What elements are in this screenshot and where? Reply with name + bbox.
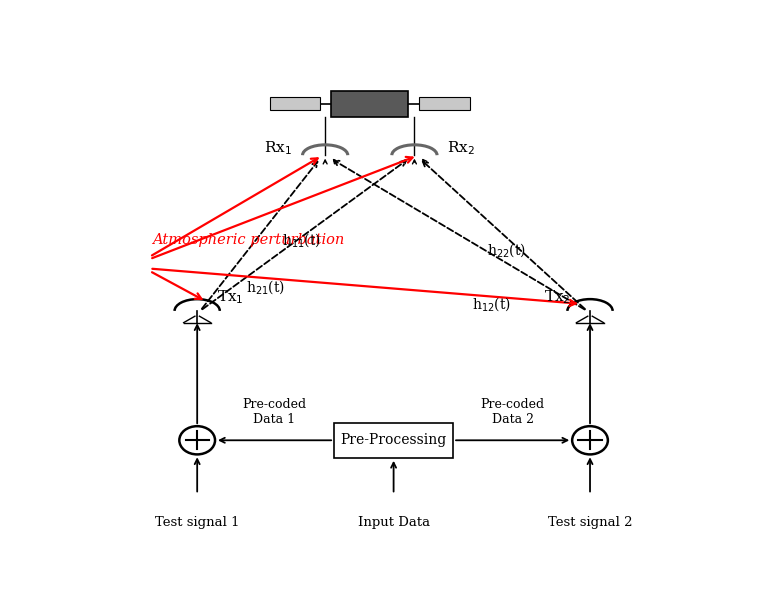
Circle shape (572, 426, 608, 455)
Text: Rx$_2$: Rx$_2$ (447, 140, 475, 158)
Circle shape (180, 426, 215, 455)
Text: Pre-coded
Data 1: Pre-coded Data 1 (243, 398, 306, 426)
FancyBboxPatch shape (270, 97, 320, 111)
Text: Tx$_2$: Tx$_2$ (544, 288, 571, 306)
Text: Tx$_1$: Tx$_1$ (217, 288, 243, 306)
FancyBboxPatch shape (419, 97, 470, 111)
FancyBboxPatch shape (331, 91, 409, 117)
FancyBboxPatch shape (334, 423, 453, 458)
Text: Input Data: Input Data (358, 516, 429, 529)
Text: Atmospheric perturbation: Atmospheric perturbation (153, 233, 345, 247)
Text: Pre-coded
Data 2: Pre-coded Data 2 (481, 398, 545, 426)
Text: Test signal 2: Test signal 2 (548, 516, 632, 529)
Text: Rx$_1$: Rx$_1$ (264, 140, 293, 158)
Text: h$_{21}$(t): h$_{21}$(t) (246, 279, 285, 296)
Text: Pre-Processing: Pre-Processing (340, 433, 447, 447)
Text: h$_{11}$(t): h$_{11}$(t) (282, 232, 321, 249)
Text: h$_{12}$(t): h$_{12}$(t) (472, 295, 511, 313)
Text: h$_{22}$(t): h$_{22}$(t) (487, 241, 526, 258)
Text: Test signal 1: Test signal 1 (155, 516, 240, 529)
